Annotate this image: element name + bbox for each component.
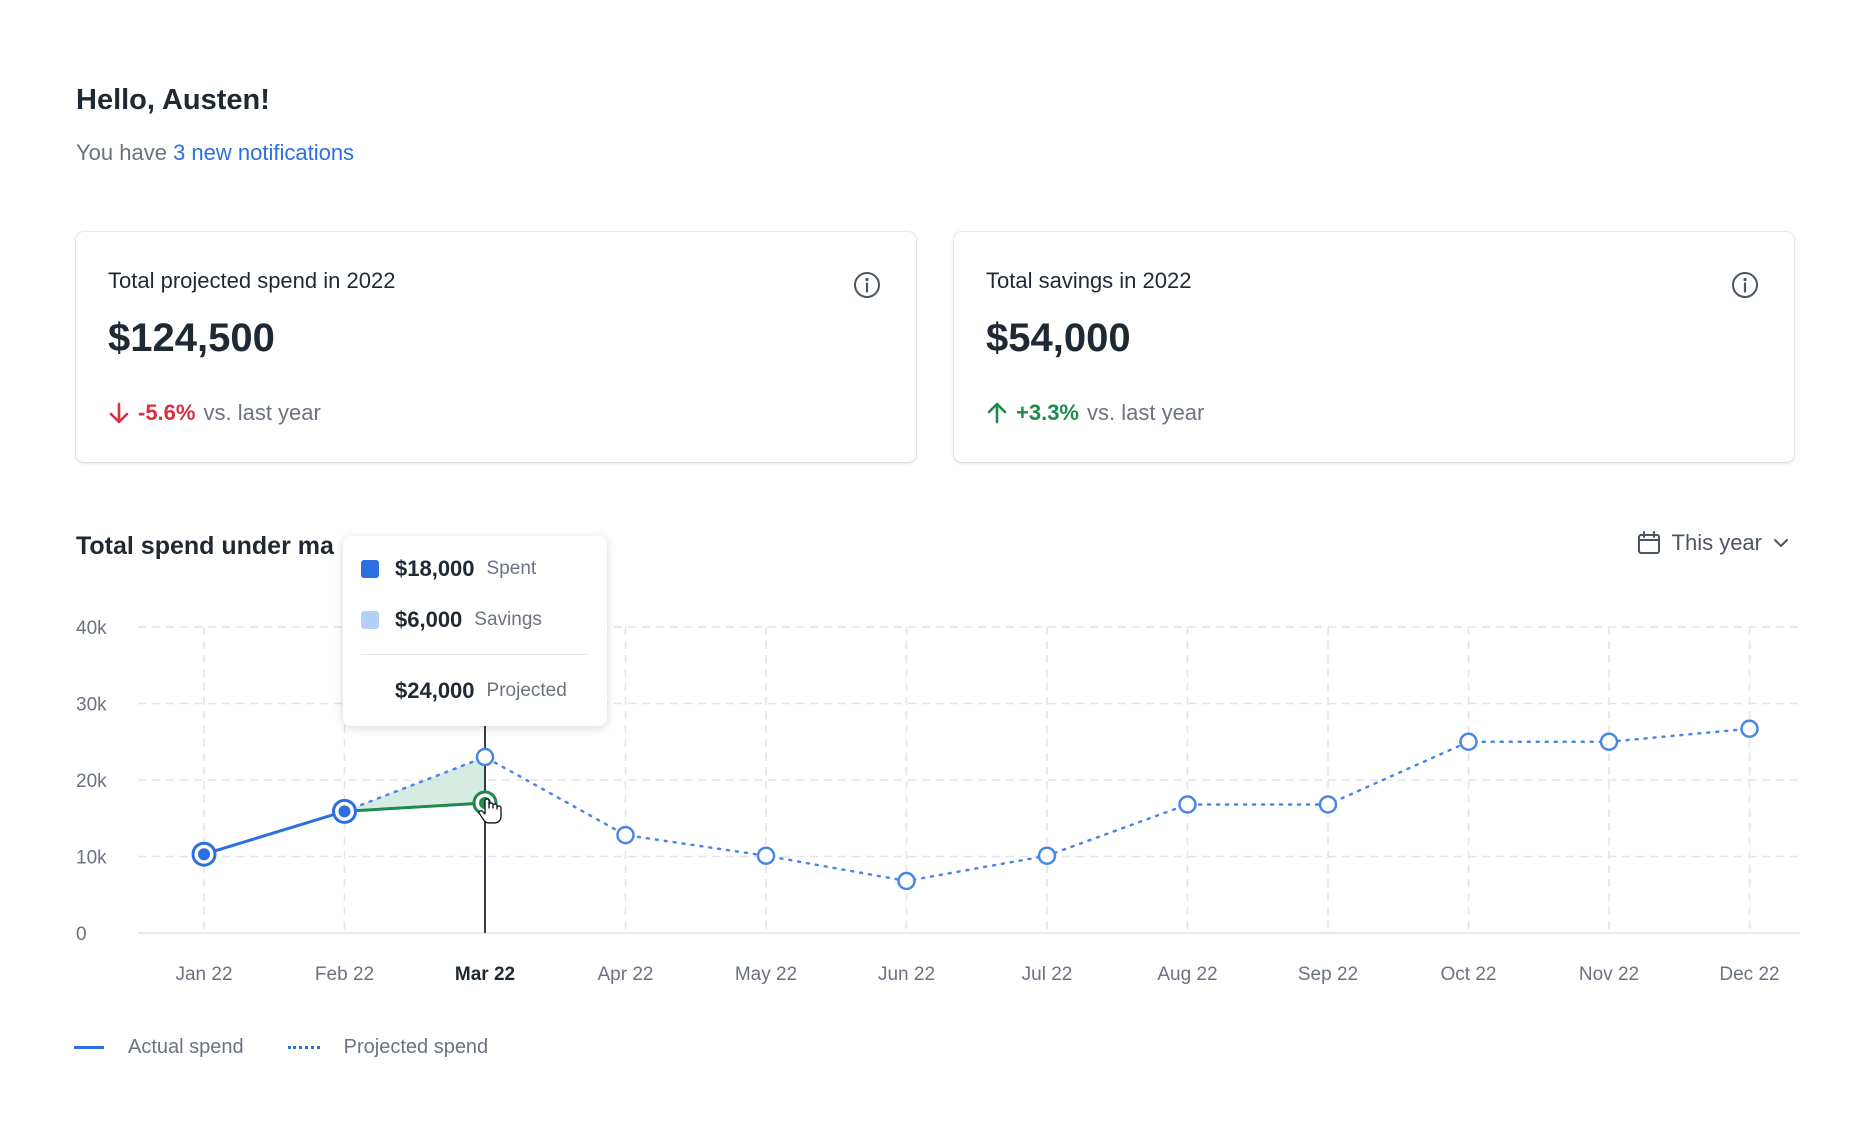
x-tick-label: Oct 22 bbox=[1441, 964, 1497, 985]
date-range-dropdown[interactable]: This year bbox=[1636, 530, 1790, 556]
y-tick-label: 30k bbox=[76, 695, 107, 716]
spent-label: Spent bbox=[486, 558, 537, 579]
x-tick-label: Nov 22 bbox=[1579, 964, 1639, 985]
projected-point bbox=[1318, 795, 1338, 814]
card-delta: -5.6% vs. last year bbox=[108, 400, 321, 426]
delta-percent: -5.6% bbox=[138, 400, 196, 425]
greeting-title: Hello, Austen! bbox=[76, 84, 270, 116]
savings-swatch bbox=[361, 611, 379, 629]
arrow-up-icon bbox=[987, 402, 1007, 424]
tooltip-savings-row: $6,000 Savings bbox=[361, 607, 542, 633]
x-tick-label: Sep 22 bbox=[1298, 964, 1358, 985]
notification-line: You have 3 new notifications bbox=[76, 140, 354, 166]
tooltip-spent-row: $18,000 Spent bbox=[361, 556, 536, 582]
hand-cursor-icon bbox=[478, 798, 502, 824]
savings-label: Savings bbox=[474, 609, 542, 630]
card-value: $124,500 bbox=[108, 316, 275, 360]
projected-point bbox=[1599, 732, 1619, 751]
card-title: Total projected spend in 2022 bbox=[108, 268, 396, 293]
spent-swatch bbox=[361, 560, 379, 578]
solid-line-swatch bbox=[74, 1046, 104, 1049]
notifications-link[interactable]: 3 new notifications bbox=[173, 140, 355, 165]
legend-actual-label: Actual spend bbox=[128, 1036, 244, 1058]
savings-card: Total savings in 2022 $54,000 +3.3% vs. … bbox=[954, 232, 1794, 462]
date-range-label: This year bbox=[1671, 530, 1762, 555]
chart-tooltip: $18,000 Spent $6,000 Savings $24,000 Pro… bbox=[343, 536, 607, 726]
projected-point bbox=[1037, 846, 1057, 865]
actual-spend-segment bbox=[203, 809, 345, 856]
projected-point bbox=[756, 846, 776, 865]
spend-line-chart[interactable]: 0 10k 20k 30k 40k Jan 22 Feb 22 Mar 22 Apr 22 May… bbox=[0, 600, 1854, 1000]
projected-point bbox=[897, 871, 916, 891]
y-tick-label: 20k bbox=[76, 771, 107, 792]
projected-point bbox=[616, 825, 635, 845]
legend-projected-label: Projected spend bbox=[343, 1036, 489, 1058]
delta-percent: +3.3% bbox=[1016, 400, 1079, 425]
x-tick-label: Mar 22 bbox=[455, 964, 515, 985]
legend-projected: Projected spend bbox=[287, 1036, 489, 1059]
projected-spend-card: Total projected spend in 2022 $124,500 -… bbox=[76, 232, 916, 462]
projected-point bbox=[475, 747, 495, 767]
projected-value: $24,000 bbox=[395, 678, 475, 703]
card-title: Total savings in 2022 bbox=[986, 268, 1192, 293]
chevron-down-icon bbox=[1774, 539, 1788, 547]
delta-suffix: vs. last year bbox=[203, 400, 321, 425]
actual-spend-segment bbox=[344, 801, 486, 813]
actual-point-core bbox=[338, 805, 351, 818]
x-tick-label: Jul 22 bbox=[1022, 964, 1073, 985]
calendar-icon bbox=[1637, 531, 1660, 554]
x-tick-label: Dec 22 bbox=[1719, 964, 1779, 985]
x-tick-label: May 22 bbox=[735, 964, 797, 985]
y-tick-label: 10k bbox=[76, 848, 107, 869]
projected-point bbox=[1178, 795, 1197, 814]
actual-point-core bbox=[198, 848, 210, 861]
chart-legend: Actual spend Projected spend bbox=[74, 1036, 532, 1059]
x-tick-label: Aug 22 bbox=[1157, 964, 1217, 985]
savings-value: $6,000 bbox=[395, 607, 463, 632]
projected-point bbox=[1740, 719, 1759, 738]
card-delta: +3.3% vs. last year bbox=[986, 400, 1204, 426]
info-icon[interactable] bbox=[1730, 270, 1760, 300]
tooltip-divider bbox=[361, 654, 589, 655]
x-tick-label: Jan 22 bbox=[175, 964, 232, 985]
savings-area bbox=[344, 757, 485, 812]
projected-point bbox=[1459, 732, 1478, 751]
x-tick-label: Jun 22 bbox=[878, 964, 935, 985]
notification-prefix: You have bbox=[76, 140, 174, 165]
dotted-line-swatch bbox=[287, 1046, 320, 1049]
x-tick-label: Feb 22 bbox=[315, 964, 374, 985]
arrow-down-icon bbox=[109, 402, 129, 424]
tooltip-projected-row: $24,000 Projected bbox=[395, 678, 567, 704]
legend-actual: Actual spend bbox=[74, 1036, 244, 1059]
delta-suffix: vs. last year bbox=[1087, 400, 1205, 425]
y-tick-label: 0 bbox=[76, 924, 87, 945]
projected-label: Projected bbox=[486, 680, 567, 701]
info-icon[interactable] bbox=[852, 270, 882, 300]
x-tick-label: Apr 22 bbox=[598, 964, 654, 985]
spent-value: $18,000 bbox=[395, 556, 475, 581]
chart-title: Total spend under ma bbox=[76, 532, 334, 560]
y-tick-label: 40k bbox=[76, 618, 107, 639]
card-value: $54,000 bbox=[986, 316, 1131, 360]
